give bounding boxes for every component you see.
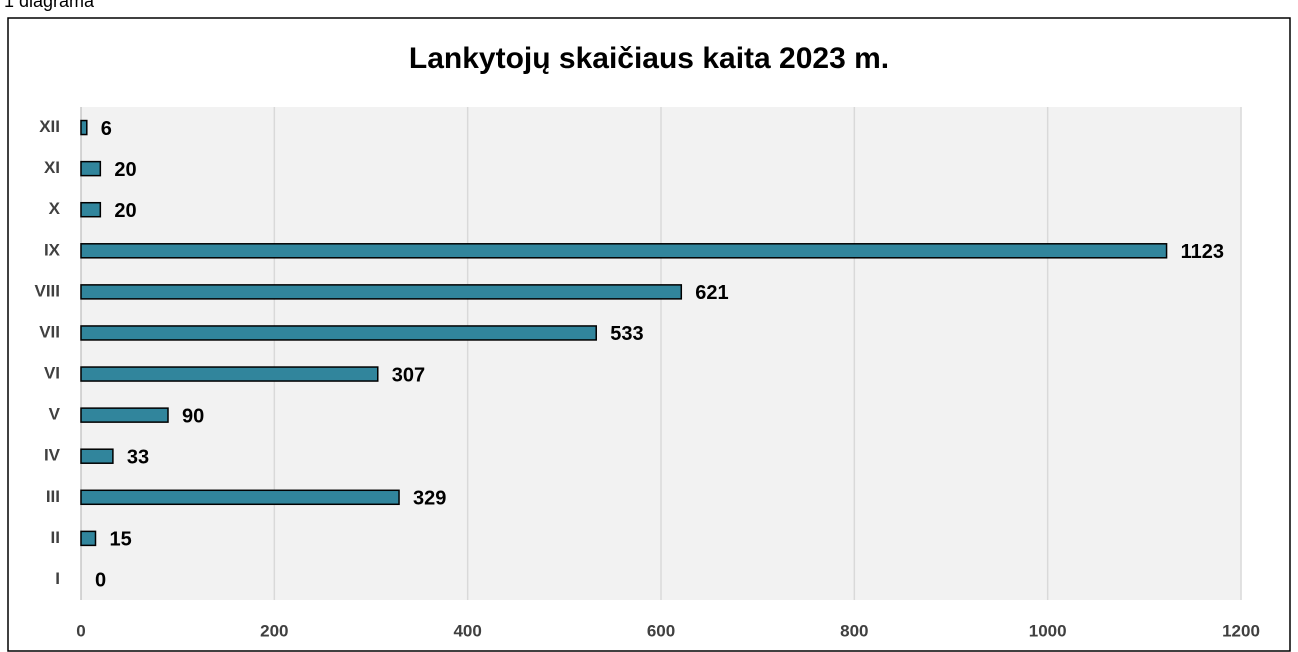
bar [80,530,97,547]
data-label: 20 [114,159,136,181]
x-tick-label: 0 [76,621,85,640]
y-tick-label: VII [39,322,60,341]
x-tick-label: 1200 [1222,621,1260,640]
bar [80,407,169,423]
data-label: 20 [114,200,136,222]
x-tick-label: 800 [840,621,868,640]
data-label: 329 [413,488,446,510]
bar [80,284,683,300]
bar [80,119,88,136]
data-label: 90 [182,405,204,427]
y-tick-label: XI [44,158,60,177]
x-tick-label: 400 [453,621,481,640]
bar [80,448,114,464]
bar [80,489,400,506]
data-label: 0 [95,570,106,592]
y-tick-label: V [49,405,61,424]
data-label: 1123 [1181,241,1224,263]
y-tick-label: II [51,528,60,547]
data-label: 307 [392,364,425,386]
y-tick-label: I [55,569,60,588]
y-tick-label: IV [44,446,61,465]
y-tick-label: VIII [34,281,60,300]
bar [80,325,597,341]
y-tick-label: VI [44,364,60,383]
data-label: 33 [127,446,149,468]
caption: 1 diagrama [4,0,95,11]
bar [80,243,1168,259]
bar [80,366,379,382]
y-tick-label: III [46,487,60,506]
data-label: 15 [110,529,132,551]
bar [80,201,102,218]
y-tick-label: IX [44,240,61,259]
chart-title: Lankytojų skaičiaus kaita 2023 m. [409,42,889,75]
data-label: 6 [101,118,112,140]
x-tick-label: 200 [260,621,288,640]
x-tick-label: 600 [647,621,675,640]
bar [80,160,102,177]
y-tick-label: X [49,199,61,218]
data-label: 621 [695,282,728,304]
x-tick-label: 1000 [1029,621,1067,640]
y-tick-label: XII [39,117,60,136]
data-label: 533 [610,323,643,345]
